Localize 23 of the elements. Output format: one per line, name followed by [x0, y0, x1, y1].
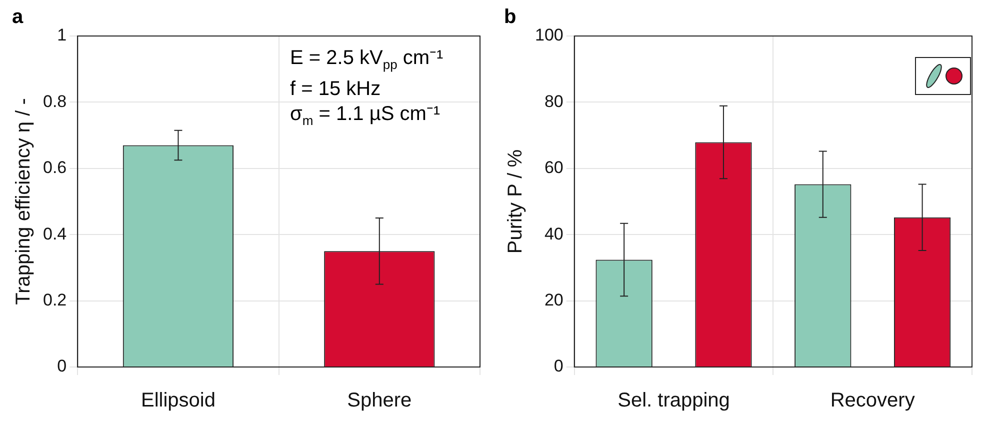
y-tick-label: 0.4: [42, 224, 67, 244]
annotation: f = 15 kHz: [290, 77, 382, 102]
y-tick-label: 60: [544, 158, 564, 178]
y-axis-title: Purity P / %: [504, 149, 527, 254]
y-tick-label: 100: [534, 26, 564, 45]
y-tick-label: 20: [544, 290, 564, 310]
x-tick-label: Sel. trapping: [618, 390, 730, 412]
y-tick-label: 0.8: [42, 92, 67, 111]
x-tick-label: Recovery: [830, 390, 915, 412]
annotation: E = 2.5 kV$_{pp}$ cm⁻¹: [290, 46, 444, 74]
chart-title: b: [504, 6, 516, 29]
y-tick-label: 80: [544, 92, 564, 111]
y-tick-label: 1: [57, 26, 67, 45]
x-tick-label: Ellipsoid: [140, 390, 216, 412]
y-tick-label: 0.2: [42, 290, 67, 310]
annotation: σ$_{m}$ = 1.1 µS cm⁻¹: [290, 102, 442, 130]
y-axis-title: Trapping efficiency η / -: [12, 98, 35, 305]
y-tick-label: 0: [57, 356, 67, 376]
y-tick-label: 0: [554, 356, 564, 376]
y-tick-label: 0.6: [42, 158, 67, 178]
x-tick-label: Sphere: [347, 390, 412, 412]
chart-title: a: [12, 6, 24, 29]
y-tick-label: 40: [544, 224, 564, 244]
